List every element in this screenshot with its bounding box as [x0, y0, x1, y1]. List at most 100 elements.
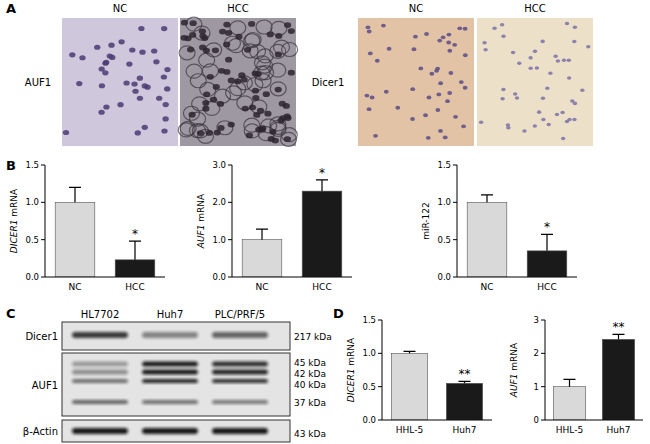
ihc-nucleus	[190, 20, 197, 26]
blot-band	[212, 379, 268, 383]
y-tick	[541, 353, 545, 354]
ihc-nucleus	[501, 34, 505, 38]
ihc-cell	[179, 46, 195, 60]
ihc-nucleus	[264, 111, 271, 117]
ihc-nucleus	[448, 71, 453, 75]
ihc-nucleus	[418, 67, 423, 71]
y-tick-label: 0.0	[25, 272, 39, 282]
ihc-nucleus	[102, 61, 108, 66]
ihc-nucleus	[366, 25, 371, 29]
label-part: mRNA	[9, 188, 19, 220]
ihc-nucleus	[373, 134, 378, 138]
ihc-nucleus	[457, 26, 462, 30]
ihc-nucleus	[426, 136, 431, 140]
bar	[302, 191, 342, 277]
blot-size-label: 45 kDa	[294, 358, 326, 368]
y-tick	[378, 353, 382, 354]
ihc-cell	[257, 59, 273, 73]
error-bar	[316, 180, 328, 191]
ihc-nucleus	[189, 32, 196, 38]
error-bar	[404, 351, 416, 353]
blot-strip	[62, 420, 290, 442]
blot-size-label: 42 kDa	[294, 369, 326, 379]
ihc-row-label: Dicer1	[312, 77, 345, 88]
bar	[467, 202, 507, 277]
ihc-nucleus	[218, 68, 225, 74]
blot-strip	[62, 322, 290, 350]
bar	[115, 260, 155, 277]
y-tick-label: 3.0	[212, 160, 226, 170]
ihc-nucleus	[206, 130, 213, 136]
ihc-nucleus	[522, 129, 526, 133]
ihc-nucleus	[463, 86, 468, 90]
x-axis	[232, 277, 352, 278]
marks	[553, 334, 634, 420]
bar-chart: NC*HCC0.00.51.01.5DICER1 mRNA	[9, 160, 165, 292]
ihc-nucleus	[63, 130, 69, 135]
ihc-nucleus	[151, 48, 157, 53]
x-axis	[457, 277, 577, 278]
ihc-nucleus	[506, 126, 510, 130]
ihc-nucleus	[573, 26, 577, 30]
lane-label: HL7702	[81, 309, 120, 320]
ihc-nucleus	[98, 110, 104, 115]
figure: ABCDNCHCCNCHCCAUF1Dicer1HL7702Huh7PLC/PR…	[0, 0, 650, 444]
ihc-nucleus	[99, 83, 105, 88]
ihc-nucleus	[513, 92, 517, 96]
ihc-nucleus	[76, 81, 82, 86]
ihc-nucleus	[565, 22, 569, 26]
ihc-column-label: NC	[409, 3, 423, 14]
ihc-nucleus	[202, 100, 209, 106]
ihc-cell	[274, 40, 290, 54]
panel-letter: C	[6, 306, 16, 321]
ihc-nucleus	[153, 59, 159, 64]
ihc-nucleus	[443, 136, 448, 140]
lane-label: Huh7	[157, 309, 184, 320]
blot-band	[212, 332, 268, 338]
ihc-nucleus	[528, 56, 532, 60]
ihc-nucleus	[163, 102, 169, 107]
ihc-nucleus	[126, 62, 132, 67]
ihc-nucleus	[427, 96, 432, 100]
blot-row-label: β-Actin	[23, 426, 58, 437]
bar	[55, 202, 95, 277]
error-bar	[129, 241, 141, 260]
x-axis	[382, 420, 492, 421]
ihc-nucleus	[586, 45, 590, 49]
y-tick-label: 0	[534, 415, 539, 425]
ihc-nucleus	[412, 47, 417, 51]
ihc-nucleus	[438, 129, 443, 133]
ihc-nucleus	[129, 47, 135, 52]
ihc-background	[358, 18, 474, 146]
ihc-nucleus	[189, 112, 196, 118]
bar-chart: NC*HCC0.01.02.03.0AUF1 mRNA	[196, 160, 352, 292]
y-axis-label: miR-122	[421, 202, 431, 240]
ihc-nucleus	[501, 88, 505, 92]
ihc-nucleus	[384, 90, 389, 94]
ihc-nucleus	[445, 99, 450, 103]
y-tick	[41, 239, 45, 240]
y-axis	[457, 165, 458, 277]
ihc-nucleus	[492, 27, 496, 31]
ihc-nucleus	[381, 24, 386, 28]
y-tick	[41, 277, 45, 278]
ihc-cell	[186, 64, 202, 78]
ihc-nucleus	[235, 34, 242, 40]
ihc-nucleus	[560, 111, 564, 115]
blot-band	[142, 362, 198, 367]
panel-letter: B	[6, 158, 16, 173]
ihc-nucleus	[217, 101, 224, 107]
ihc-nucleus	[395, 106, 400, 110]
ihc-image	[178, 17, 297, 146]
bar	[553, 387, 585, 420]
ihc-nucleus	[257, 108, 264, 114]
ihc-image	[62, 18, 178, 146]
ihc-cell	[270, 44, 286, 58]
ihc-nucleus	[123, 80, 129, 85]
bar-chart: HHL-5**Huh70123AUF1 mRNA	[509, 315, 643, 435]
bar	[242, 240, 282, 277]
category-label: HCC	[125, 282, 144, 292]
ihc-nucleus	[234, 78, 241, 84]
marks	[391, 351, 482, 420]
y-tick	[228, 202, 232, 203]
